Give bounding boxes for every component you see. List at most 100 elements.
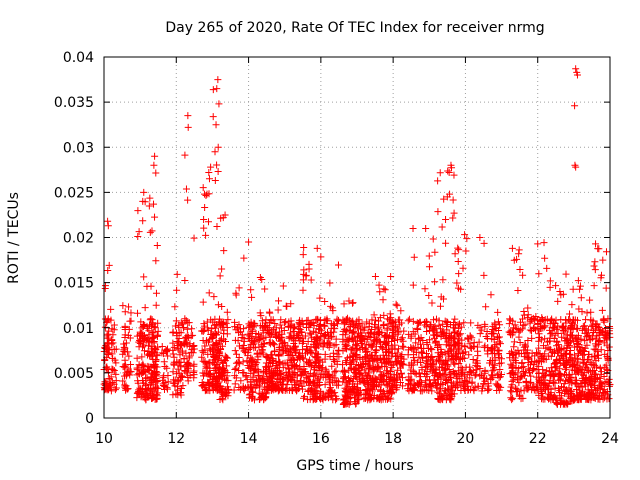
data-point: [147, 392, 155, 400]
data-point: [429, 235, 437, 243]
data-point: [367, 334, 375, 342]
data-point: [253, 350, 261, 358]
data-point: [327, 302, 335, 310]
data-point: [323, 393, 331, 401]
data-point: [214, 328, 222, 336]
data-point: [205, 169, 213, 177]
data-point: [150, 349, 158, 357]
data-point: [570, 351, 578, 359]
data-point: [523, 314, 531, 322]
data-point: [440, 372, 448, 380]
data-point: [300, 394, 308, 402]
data-point: [342, 316, 350, 324]
data-point: [284, 361, 292, 369]
data-point: [554, 322, 562, 330]
data-point: [578, 326, 586, 334]
data-point: [565, 371, 573, 379]
data-point: [259, 350, 267, 358]
data-point: [220, 326, 228, 334]
data-point: [335, 346, 343, 354]
data-point: [509, 394, 517, 402]
data-point: [213, 85, 221, 93]
data-point: [355, 319, 363, 327]
data-point: [363, 335, 371, 343]
data-point: [534, 240, 542, 248]
data-point: [217, 337, 225, 345]
data-point: [491, 341, 499, 349]
data-point: [470, 342, 478, 350]
data-point: [593, 351, 601, 359]
data-point: [239, 382, 247, 390]
data-point: [528, 367, 536, 375]
data-point: [151, 345, 159, 353]
data-point: [134, 233, 142, 241]
data-point: [305, 260, 313, 268]
data-point: [409, 281, 417, 289]
data-point: [299, 251, 307, 259]
chart-title: Day 265 of 2020, Rate Of TEC Index for r…: [165, 20, 544, 36]
data-point: [123, 371, 131, 379]
data-point: [445, 365, 453, 373]
data-point: [434, 395, 442, 403]
data-point: [554, 330, 562, 338]
data-point: [454, 321, 462, 329]
data-point: [209, 343, 217, 351]
y-axis-label: ROTI / TECUs: [6, 192, 22, 284]
data-point: [346, 322, 354, 330]
data-point: [435, 317, 443, 325]
data-point: [262, 322, 270, 330]
data-point: [292, 362, 300, 370]
data-point: [325, 379, 333, 387]
data-point: [344, 374, 352, 382]
data-point: [138, 377, 146, 385]
data-point: [238, 344, 246, 352]
data-point: [496, 340, 504, 348]
data-point: [259, 367, 267, 375]
data-point: [299, 286, 307, 294]
data-point: [355, 388, 363, 396]
data-point: [385, 380, 393, 388]
data-point: [282, 342, 290, 350]
data-point: [450, 209, 458, 217]
data-point: [137, 318, 145, 326]
data-point: [342, 378, 350, 386]
data-point: [516, 338, 524, 346]
data-point: [465, 351, 473, 359]
data-point: [205, 175, 213, 183]
data-point: [321, 355, 329, 363]
data-point: [434, 208, 442, 216]
data-point: [231, 318, 239, 326]
data-point: [345, 383, 353, 391]
data-point: [304, 338, 312, 346]
data-point: [578, 351, 586, 359]
data-point: [321, 316, 329, 324]
data-point: [252, 376, 260, 384]
data-point: [101, 345, 109, 353]
data-point: [266, 333, 274, 341]
data-point: [152, 394, 160, 402]
data-point: [545, 352, 553, 360]
data-point: [293, 377, 301, 385]
data-point: [240, 337, 248, 345]
data-point: [153, 372, 161, 380]
data-point: [519, 271, 527, 279]
data-point: [211, 330, 219, 338]
data-point: [332, 341, 340, 349]
data-point: [440, 359, 448, 367]
data-point: [154, 319, 162, 327]
data-point: [163, 364, 171, 372]
data-point: [178, 373, 186, 381]
data-point: [348, 299, 356, 307]
data-point: [258, 346, 266, 354]
data-point: [358, 329, 366, 337]
data-point: [221, 375, 229, 383]
data-point: [150, 200, 158, 208]
data-point: [146, 376, 154, 384]
data-point: [571, 376, 579, 384]
data-point: [495, 374, 503, 382]
data-point: [547, 389, 555, 397]
data-point: [213, 161, 221, 169]
data-point: [163, 385, 171, 393]
data-point: [119, 377, 127, 385]
data-point: [596, 374, 604, 382]
